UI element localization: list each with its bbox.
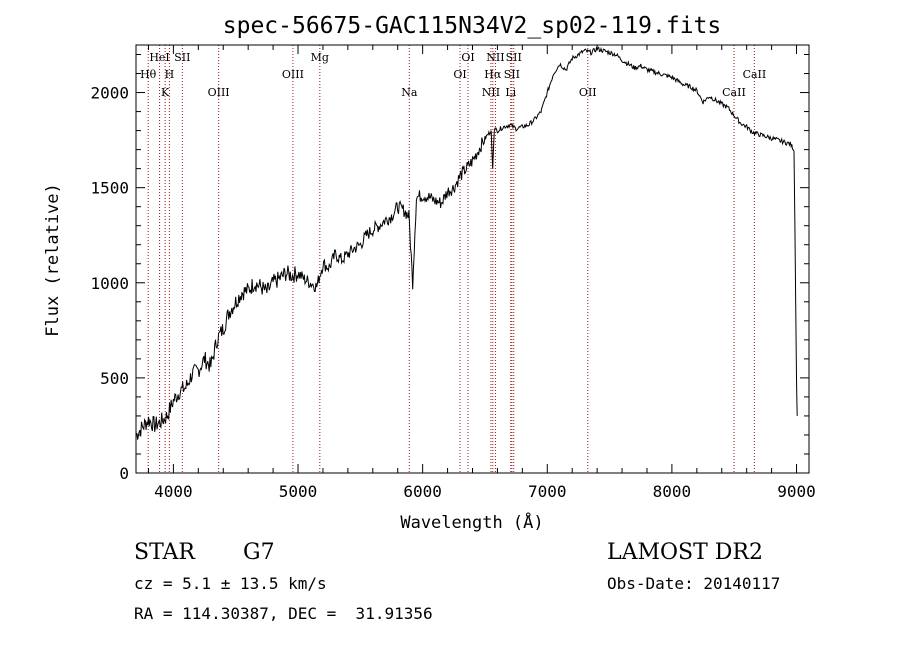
spectral-line-label: OI — [461, 51, 474, 64]
object-class: STAR — [134, 540, 195, 565]
chart-title: spec-56675-GAC115N34V2_sp02-119.fits — [223, 13, 722, 39]
y-tick-label: 500 — [100, 369, 129, 388]
x-tick-label: 9000 — [777, 482, 816, 501]
survey-name: LAMOST DR2 — [607, 540, 763, 565]
spectral-line-label: SII — [174, 51, 190, 64]
spectral-line-label: Mg — [311, 51, 329, 64]
spectral-line-label: Na — [401, 86, 418, 99]
x-tick-label: 6000 — [403, 482, 442, 501]
spectral-line-label: Li — [505, 86, 516, 99]
spectral-line-label: K — [161, 86, 170, 99]
y-tick-label: 1500 — [90, 179, 129, 198]
spectral-line-label: OII — [579, 86, 597, 99]
plot-frame — [135, 44, 810, 474]
y-tick-label: 2000 — [90, 84, 129, 103]
spectral-line-label: OIII — [282, 68, 304, 81]
x-tick-label: 8000 — [653, 482, 692, 501]
observation-date: Obs-Date: 20140117 — [607, 574, 781, 593]
spectral-line-label: OIII — [208, 86, 230, 99]
x-tick-label: 4000 — [154, 482, 193, 501]
spectral-line-label: CaII — [722, 86, 746, 99]
y-tick-label: 0 — [119, 464, 129, 483]
spectral-line-label: OI — [453, 68, 466, 81]
x-axis-label: Wavelength (Å) — [400, 511, 543, 533]
spectral-line-label: NII — [482, 86, 500, 99]
spectral-line-label: Hα — [484, 68, 502, 81]
x-tick-label: 5000 — [279, 482, 318, 501]
y-axis-label: Flux (relative) — [43, 183, 63, 337]
spectrum-line — [135, 46, 798, 440]
x-tick-label: 7000 — [528, 482, 567, 501]
spectral-line-label: SII — [504, 68, 520, 81]
coordinates: RA = 114.30387, DEC = 31.91356 — [134, 604, 433, 623]
spectral-line-label: NII — [486, 51, 504, 64]
spectral-line-label: SII — [506, 51, 522, 64]
spectral-line-label: CaII — [743, 68, 767, 81]
redshift-cz: cz = 5.1 ± 13.5 km/s — [134, 574, 327, 593]
spectral-line-label: H — [165, 68, 175, 81]
object-subclass: G7 — [243, 540, 275, 565]
y-tick-label: 1000 — [90, 274, 129, 293]
spectral-line-label: HeI — [149, 51, 169, 64]
spectral-line-label: Hθ — [140, 68, 157, 81]
